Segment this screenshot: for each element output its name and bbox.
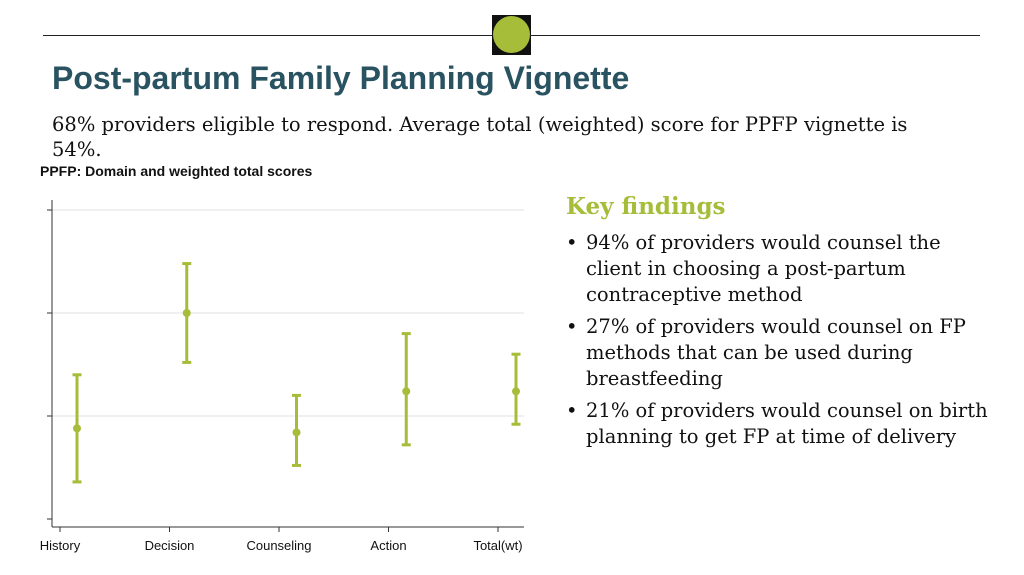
- header-rule-left: [43, 35, 494, 36]
- data-point: [292, 428, 301, 437]
- data-point: [182, 309, 191, 317]
- finding-item: • 21% of providers would counsel on birth…: [566, 398, 996, 450]
- data-point: [73, 424, 81, 433]
- bullet-icon: •: [566, 231, 578, 254]
- data-point: [402, 387, 411, 396]
- page-title: Post-partum Family Planning Vignette: [52, 60, 630, 96]
- green-circle-icon: [493, 16, 530, 53]
- x-tick-label: Action: [370, 538, 406, 553]
- finding-text: 21% of providers would counsel on birth …: [586, 399, 988, 448]
- bullet-icon: •: [566, 399, 578, 422]
- data-point: [512, 387, 520, 396]
- chart-title: PPFP: Domain and weighted total scores: [40, 163, 313, 179]
- header-rule-right: [530, 35, 980, 36]
- finding-text: 94% of providers would counsel the clien…: [586, 231, 941, 306]
- page-subtitle: 68% providers eligible to respond. Avera…: [52, 113, 908, 161]
- key-findings-list: • 94% of providers would counsel the clie…: [566, 230, 996, 456]
- finding-item: • 27% of providers would counsel on FP me…: [566, 314, 996, 392]
- logo: [492, 15, 531, 55]
- bullet-icon: •: [566, 315, 578, 338]
- score-chart: History Decision Counseling Action Total(wt): [40, 200, 524, 553]
- finding-item: • 94% of providers would counsel the clie…: [566, 230, 996, 308]
- x-tick-label: Total(wt): [473, 538, 522, 553]
- x-tick-label: Counseling: [246, 538, 311, 553]
- key-findings-title: Key findings: [566, 193, 726, 220]
- x-tick-label: Decision: [145, 538, 195, 553]
- x-tick-label: History: [40, 538, 81, 553]
- finding-text: 27% of providers would counsel on FP met…: [586, 315, 966, 390]
